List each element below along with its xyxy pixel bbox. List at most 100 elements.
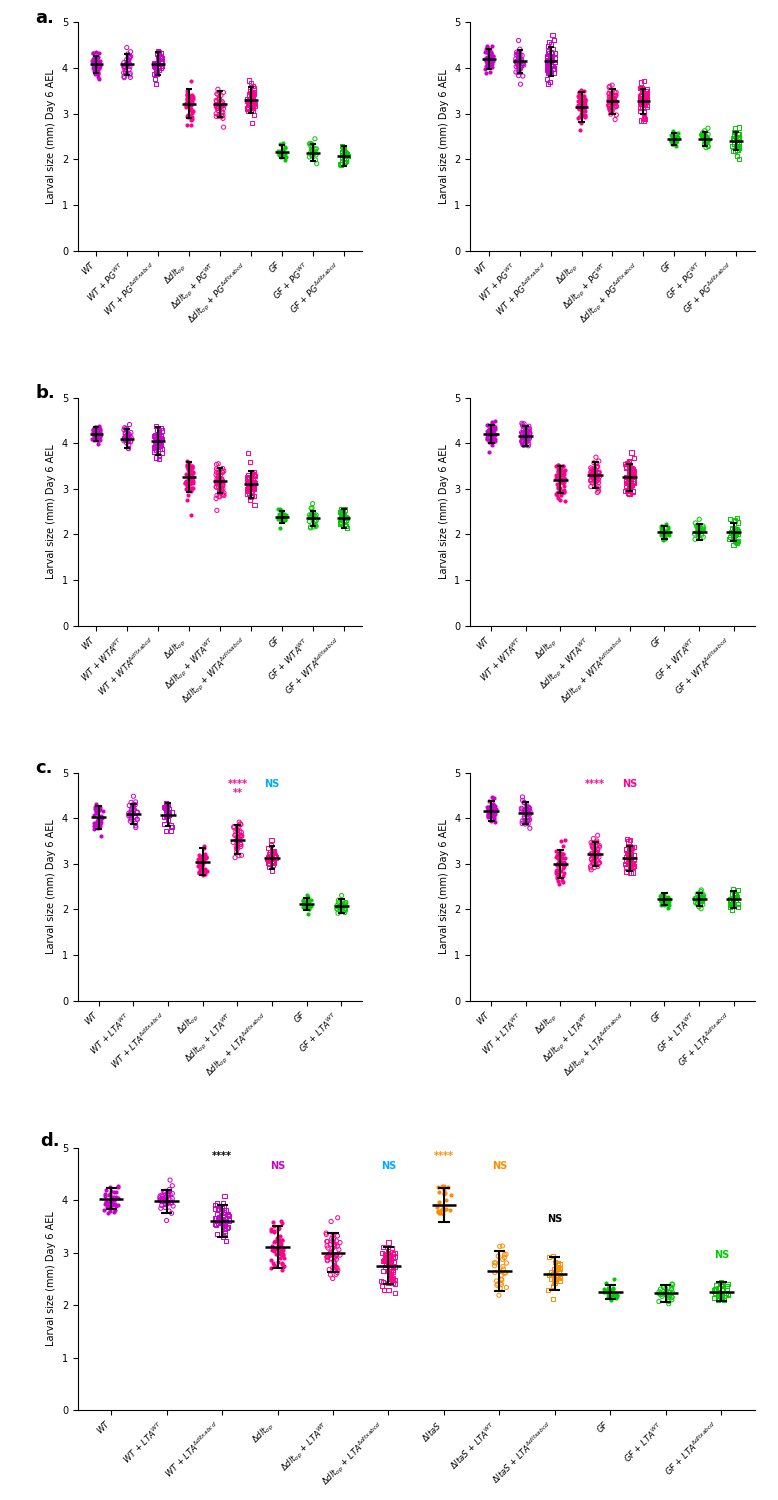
Point xyxy=(243,466,255,490)
Point xyxy=(379,1254,391,1278)
Point xyxy=(731,531,743,555)
Point xyxy=(152,51,164,75)
Point xyxy=(586,462,598,486)
Point xyxy=(274,1246,286,1270)
Point xyxy=(88,812,100,836)
Point xyxy=(297,890,310,914)
Point xyxy=(655,890,668,914)
Point xyxy=(579,102,591,126)
Point xyxy=(87,54,100,78)
Point xyxy=(215,478,227,502)
Point xyxy=(212,93,225,117)
Point xyxy=(216,472,229,496)
Point xyxy=(658,886,671,910)
Point xyxy=(184,477,197,501)
Point xyxy=(243,470,255,494)
Point xyxy=(636,84,649,108)
Point xyxy=(91,424,103,448)
Point xyxy=(156,441,168,465)
Point xyxy=(305,138,317,162)
Point xyxy=(606,1278,619,1302)
Point xyxy=(93,424,106,448)
Point xyxy=(108,1200,121,1224)
Point xyxy=(669,128,682,152)
Point xyxy=(486,44,499,68)
Point xyxy=(93,420,106,444)
Point xyxy=(625,474,637,498)
Point xyxy=(638,90,650,114)
Point xyxy=(303,897,316,921)
Point xyxy=(161,1192,173,1216)
Point xyxy=(306,132,318,156)
Point xyxy=(166,1186,178,1210)
Point xyxy=(541,58,553,82)
Point xyxy=(106,1185,118,1209)
Point xyxy=(324,1242,337,1266)
Point xyxy=(212,82,224,106)
Point xyxy=(106,1188,118,1212)
Point xyxy=(587,846,599,870)
Point xyxy=(212,78,224,102)
Point xyxy=(90,801,103,825)
Point xyxy=(480,54,492,78)
Point xyxy=(626,472,638,496)
Point xyxy=(186,90,198,114)
Point xyxy=(216,100,228,124)
Point xyxy=(245,86,258,109)
Point xyxy=(559,489,571,513)
Point xyxy=(244,90,257,114)
Point xyxy=(608,92,621,116)
Point xyxy=(487,798,499,822)
Point xyxy=(550,840,562,864)
Point xyxy=(542,34,555,58)
Point xyxy=(485,46,498,70)
Point xyxy=(634,87,647,111)
Point xyxy=(697,882,710,906)
Point xyxy=(639,87,651,111)
Point xyxy=(554,454,566,478)
Point xyxy=(181,105,194,129)
Point xyxy=(546,1263,559,1287)
Point xyxy=(277,1238,289,1262)
Point xyxy=(149,424,162,448)
Point xyxy=(307,514,320,538)
Point xyxy=(636,78,648,102)
Point xyxy=(586,842,598,866)
Point xyxy=(215,84,227,108)
Point xyxy=(210,470,223,494)
Point xyxy=(243,474,255,498)
Point xyxy=(274,506,286,530)
Point xyxy=(89,53,101,76)
Point xyxy=(639,87,651,111)
Point xyxy=(210,470,223,494)
Point xyxy=(556,842,569,866)
Point xyxy=(265,1238,278,1262)
Point xyxy=(552,460,565,484)
Point xyxy=(552,871,565,895)
Point xyxy=(334,896,346,920)
Point xyxy=(494,1260,506,1284)
Point xyxy=(119,424,131,448)
Point xyxy=(217,1224,230,1248)
Point xyxy=(86,420,99,444)
Point xyxy=(479,45,492,69)
Point xyxy=(276,1240,289,1264)
Point xyxy=(241,88,254,112)
Point xyxy=(578,104,591,128)
Point xyxy=(713,1281,725,1305)
Point xyxy=(485,433,498,457)
Point xyxy=(149,432,162,456)
Point xyxy=(657,1282,669,1306)
Point xyxy=(488,806,500,830)
Point xyxy=(499,1242,512,1266)
Point xyxy=(328,1227,340,1251)
Point xyxy=(626,850,639,874)
Point xyxy=(87,417,100,441)
Point xyxy=(340,507,352,531)
Point xyxy=(587,843,600,867)
Point xyxy=(554,1263,566,1287)
Point xyxy=(186,102,198,126)
Point xyxy=(487,802,499,826)
Point xyxy=(210,453,223,477)
Point xyxy=(639,93,651,117)
